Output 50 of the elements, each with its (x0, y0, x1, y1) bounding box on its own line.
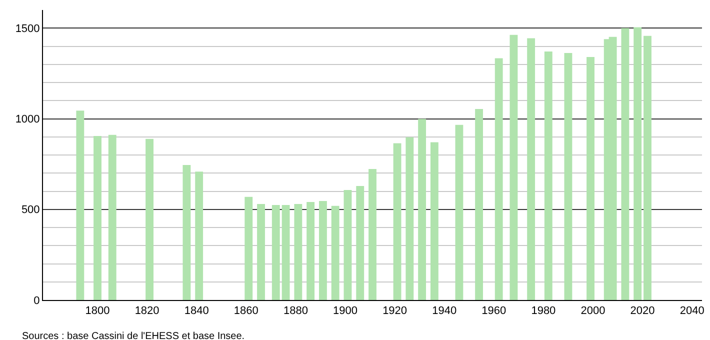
x-tick-label: 1800 (85, 305, 110, 318)
x-tick-label: 1880 (283, 305, 308, 318)
bar (475, 108, 483, 300)
x-tick-label: 2040 (680, 305, 704, 318)
y-tick-label: 0 (34, 294, 40, 307)
bar (108, 134, 116, 300)
bar (368, 168, 376, 300)
bar (356, 186, 364, 300)
bar (586, 56, 594, 300)
bar (406, 137, 414, 300)
bar (344, 190, 352, 300)
x-tick-label: 2020 (630, 305, 655, 318)
x-tick-label: 1840 (184, 305, 209, 318)
x-tick-label: 1860 (234, 305, 258, 318)
bar (510, 34, 518, 300)
bar (182, 164, 191, 300)
bar (430, 142, 438, 300)
bar (195, 172, 204, 300)
y-tick-label: 500 (21, 204, 40, 216)
bar (146, 138, 154, 300)
bar (621, 28, 630, 300)
bar (244, 196, 253, 300)
bar (527, 38, 536, 300)
bar (634, 27, 642, 300)
x-tick-label: 1820 (134, 305, 160, 318)
bar (294, 204, 302, 300)
bar (644, 36, 652, 300)
bar (272, 205, 280, 300)
bar (257, 204, 265, 300)
x-tick-label: 1900 (333, 305, 358, 318)
y-tick-label: 1500 (15, 22, 40, 35)
bar (393, 143, 402, 300)
x-tick-label: 1940 (432, 305, 457, 318)
bar (318, 201, 327, 300)
bar (76, 110, 84, 300)
source-note: Sources : base Cassini de l'EHESS et base Insee. (22, 331, 245, 340)
bar (494, 58, 503, 300)
x-tick-label: 1920 (382, 305, 408, 318)
bar (455, 124, 464, 300)
bar (564, 52, 572, 300)
bar (418, 118, 426, 300)
bar (306, 202, 315, 300)
bar (331, 206, 340, 300)
y-tick-label: 1000 (15, 114, 40, 126)
x-tick-label: 1980 (531, 305, 556, 318)
x-tick-label: 1960 (482, 305, 506, 318)
bar (282, 205, 290, 300)
bar (544, 52, 552, 300)
bar (94, 136, 102, 300)
x-tick-label: 2000 (580, 305, 606, 318)
